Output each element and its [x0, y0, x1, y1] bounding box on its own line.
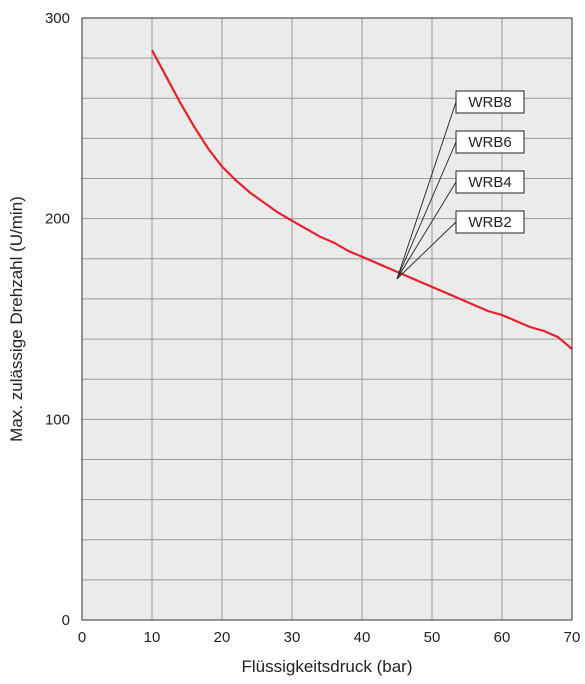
- x-tick-label: 20: [214, 629, 231, 646]
- x-tick-label: 50: [424, 629, 441, 646]
- annotations: WRB8 WRB6 WRB4 WRB2: [396, 90, 525, 280]
- annotation-box: [455, 170, 525, 194]
- plot-frame: [81, 17, 573, 621]
- x-tick-label: 10: [144, 629, 161, 646]
- y-tick-label: 100: [45, 411, 70, 428]
- axis-ticks: 0 10 20 30 40 50 60 70 0 100 200 300: [45, 10, 580, 646]
- x-tick-label: 40: [354, 629, 371, 646]
- annotation-box: [455, 130, 525, 154]
- x-tick-label: 60: [494, 629, 511, 646]
- annotation-label-wrb6: WRB6: [468, 134, 511, 151]
- y-axis-label: Max. zulässige Drehzahl (U/min): [7, 196, 26, 442]
- series-line: [151, 49, 573, 350]
- x-tick-label: 70: [564, 629, 581, 646]
- annotation-box: [455, 90, 525, 114]
- x-tick-label: 0: [78, 629, 86, 646]
- annotation-label-wrb4: WRB4: [468, 174, 511, 191]
- x-tick-label: 30: [284, 629, 301, 646]
- annotation-leader-line: [396, 101, 457, 280]
- annotation-label-wrb8: WRB8: [468, 94, 511, 111]
- plot-background: [82, 18, 572, 620]
- x-axis-label: Flüssigkeitsdruck (bar): [242, 657, 413, 676]
- annotation-leader-line: [396, 181, 457, 280]
- y-tick-label: 200: [45, 211, 70, 228]
- annotation-label-wrb2: WRB2: [468, 214, 511, 231]
- y-tick-label: 300: [45, 10, 70, 27]
- annotation-leader-line: [396, 141, 457, 280]
- annotation-box: [455, 210, 525, 234]
- y-tick-label: 0: [62, 612, 70, 629]
- annotation-leader-line: [396, 221, 457, 280]
